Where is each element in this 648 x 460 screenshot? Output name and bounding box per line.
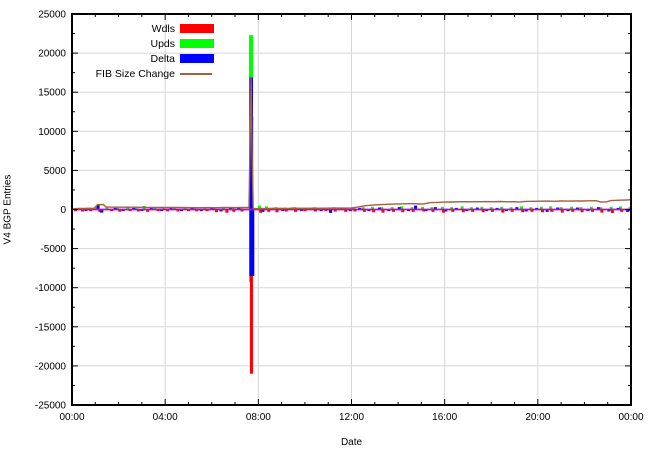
y-tick-labels: -25000 -20000 -15000 -10000 -5000 0 5000 10000 1…: [35, 10, 67, 412]
x-tick-label: 00:00: [59, 412, 84, 423]
delta-color-swatch: [180, 54, 214, 63]
upds-color-swatch: [180, 39, 214, 48]
wdls-color-swatch: [180, 24, 214, 33]
x-tick-label: 08:00: [246, 412, 271, 423]
y-tick-label: -10000: [35, 283, 67, 294]
x-tick-label: 12:00: [339, 412, 364, 423]
y-tick-label: -20000: [35, 361, 67, 372]
x-tick-label: 20:00: [525, 412, 550, 423]
y-tick-label: 10000: [38, 127, 66, 138]
y-tick-label: 0: [60, 205, 66, 216]
y-tick-label: -25000: [35, 401, 67, 412]
x-tick-labels: 00:00 04:00 08:00 12:00 16:00 20:00 00:00: [59, 412, 643, 423]
series-fib-size-change-line: [71, 77, 632, 210]
x-tick-label: 00:00: [618, 412, 643, 423]
y-tick-label: -5000: [40, 244, 66, 255]
x-tick-label: 04:00: [153, 412, 178, 423]
series-delta: [78, 77, 630, 276]
legend-item-delta: Delta: [70, 51, 214, 66]
x-axis-title: Date: [340, 437, 363, 448]
y-tick-label: 5000: [44, 166, 67, 177]
legend-label: FIB Size Change: [95, 67, 175, 80]
y-tick-label: 15000: [38, 88, 66, 99]
legend-label: Wdls: [151, 22, 175, 35]
legend: Wdls Upds Delta FIB Size Change: [70, 21, 214, 81]
ticks: [71, 13, 632, 406]
series-wdls: [73, 209, 631, 374]
legend-label: Upds: [150, 37, 175, 50]
y-tick-label: 25000: [38, 10, 66, 21]
legend-item-upds: Upds: [70, 36, 214, 51]
x-tick-label: 16:00: [432, 412, 457, 423]
legend-label: Delta: [150, 52, 175, 65]
legend-item-fib-size-change: FIB Size Change: [70, 66, 214, 81]
y-tick-label: -15000: [35, 322, 67, 333]
fib-size-change-color-swatch: [180, 72, 212, 75]
y-tick-label: 20000: [38, 49, 66, 60]
legend-item-wdls: Wdls: [70, 21, 214, 36]
y-axis-title: V4 BGP Entries: [2, 174, 14, 245]
